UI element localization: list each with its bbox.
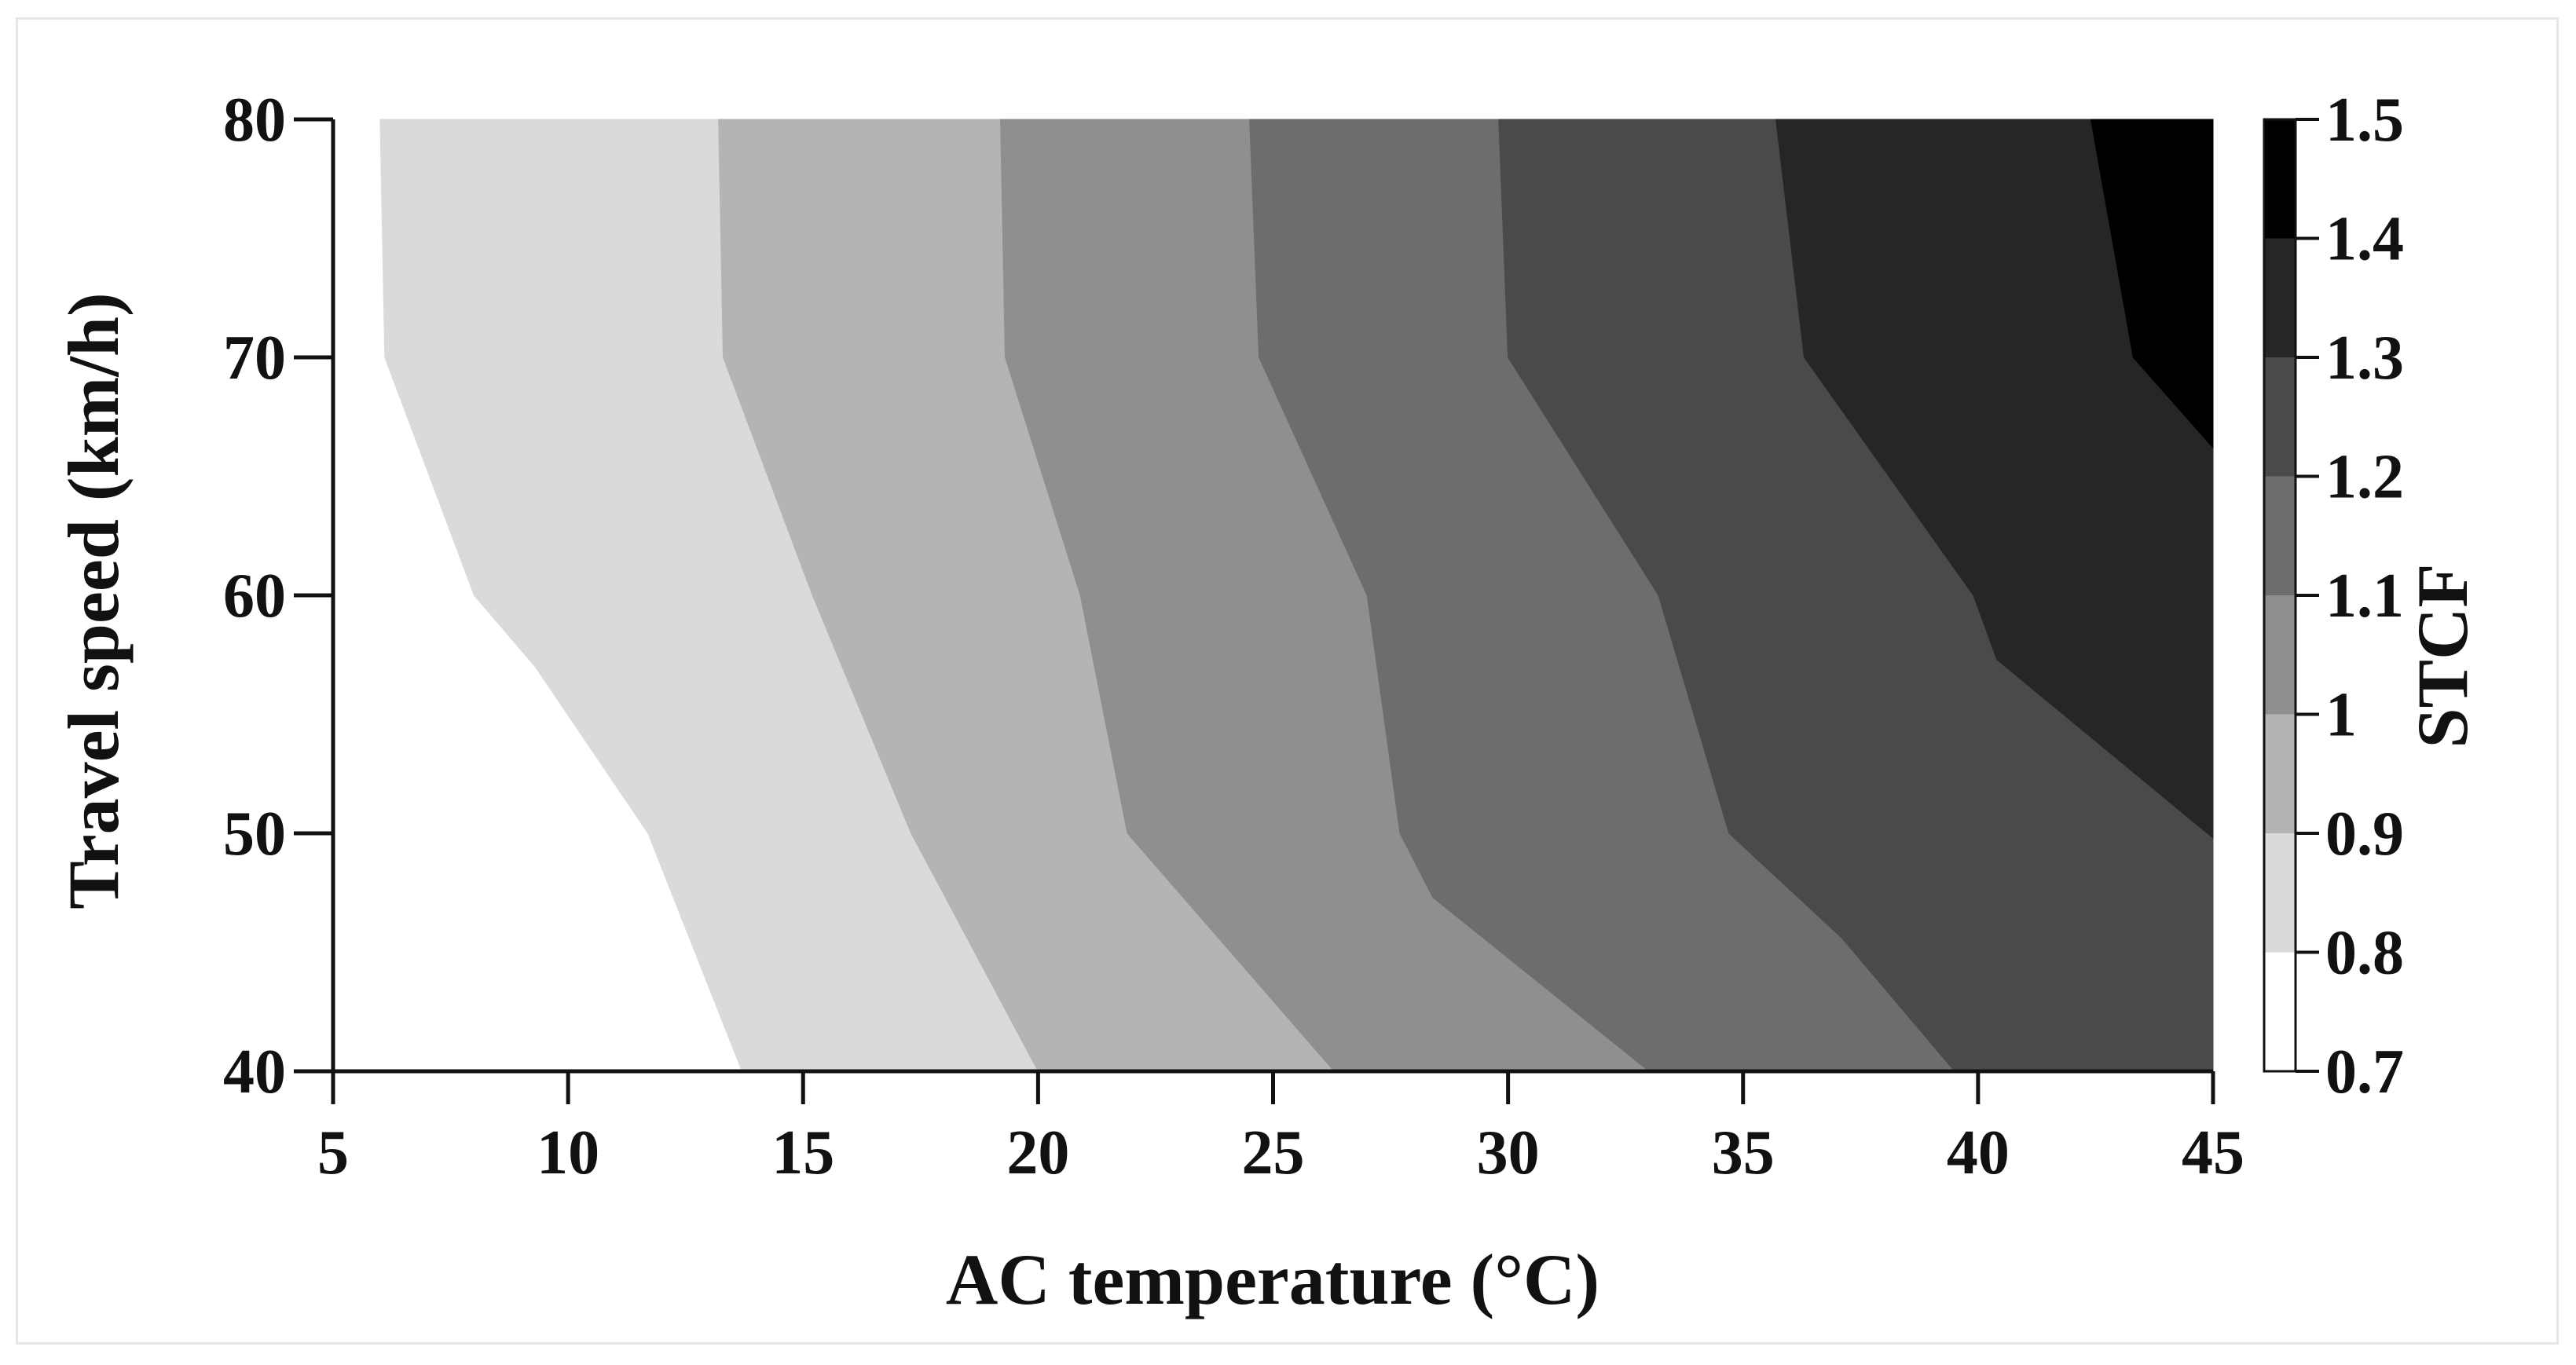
contour-band-7 xyxy=(2090,119,2214,449)
y-tick-label: 80 xyxy=(223,86,286,155)
x-tick-label: 25 xyxy=(1242,1118,1305,1188)
x-axis-title: AC temperature (°C) xyxy=(946,1239,1599,1319)
colorbar-swatch xyxy=(2264,595,2296,715)
colorbar-tick-label: 1.4 xyxy=(2325,205,2404,274)
colorbar-tick-label: 1.2 xyxy=(2325,443,2404,512)
colorbar-swatch xyxy=(2264,238,2296,357)
colorbar-tick-label: 0.8 xyxy=(2325,919,2404,988)
colorbar-swatch xyxy=(2264,952,2296,1071)
colorbar-swatch xyxy=(2264,714,2296,833)
colorbar-title: STCF xyxy=(2402,563,2483,748)
colorbar-tick-label: 1 xyxy=(2325,681,2357,750)
x-tick-label: 30 xyxy=(1477,1118,1540,1188)
x-axis-ticks: 5 10 15 20 25 30 35 40 45 xyxy=(317,1071,2244,1188)
x-tick-label: 35 xyxy=(1712,1118,1775,1188)
x-tick-label: 10 xyxy=(537,1118,599,1188)
contour-bands xyxy=(332,119,2214,1072)
y-tick-label: 40 xyxy=(223,1037,286,1107)
y-tick-label: 60 xyxy=(223,562,286,631)
colorbar-swatch xyxy=(2264,357,2296,477)
colorbar-swatch xyxy=(2264,833,2296,953)
y-tick-label: 70 xyxy=(223,324,286,393)
colorbar-tick-label: 0.9 xyxy=(2325,800,2404,869)
colorbar-tick-label: 1.1 xyxy=(2325,562,2404,631)
x-tick-label: 15 xyxy=(771,1118,834,1188)
colorbar: 0.7 0.8 0.9 1 1.1 1.2 1.3 1.4 1.5 xyxy=(2263,86,2404,1107)
x-tick-label: 5 xyxy=(317,1118,349,1188)
figure-frame xyxy=(16,17,2559,1345)
colorbar-swatch xyxy=(2264,119,2296,239)
x-tick-label: 40 xyxy=(1947,1118,2010,1188)
y-tick-label: 50 xyxy=(223,800,286,869)
colorbar-tick-label: 1.5 xyxy=(2325,86,2404,155)
colorbar-tick-label: 0.7 xyxy=(2325,1037,2404,1107)
x-tick-label: 45 xyxy=(2182,1118,2244,1188)
colorbar-tick-label: 1.3 xyxy=(2325,324,2404,393)
y-axis-ticks: 40 50 60 70 80 xyxy=(223,86,333,1107)
colorbar-swatch xyxy=(2264,476,2296,595)
y-axis-title: Travel speed (km/h) xyxy=(53,292,134,909)
x-tick-label: 20 xyxy=(1006,1118,1069,1188)
